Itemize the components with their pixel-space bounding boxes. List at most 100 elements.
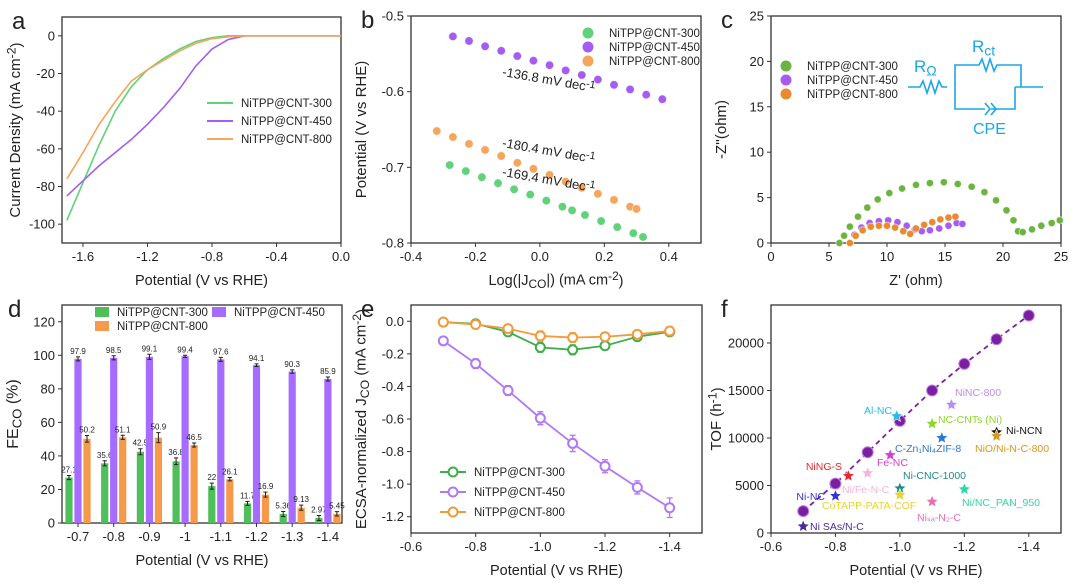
legend-marker <box>780 74 792 86</box>
x-axis-label: Potential (V vs RHE) <box>850 563 983 579</box>
data-label: 97.6 <box>213 347 229 356</box>
reference-label: NiNG-S <box>806 461 842 473</box>
x-tick-label: 10 <box>880 249 894 264</box>
data-point <box>631 328 643 340</box>
legend-label: NiTPP@CNT-300 <box>807 61 898 73</box>
data-point <box>577 183 587 193</box>
data-point <box>448 31 458 42</box>
plot-frame <box>410 15 702 244</box>
data-point <box>1002 206 1011 215</box>
data-label: 27.1 <box>61 466 77 475</box>
x-tick-label: -0.8 <box>464 539 486 554</box>
bar <box>333 513 341 523</box>
data-point <box>437 335 449 347</box>
data-point <box>534 341 546 353</box>
legend-label: NiTPP@CNT-300 <box>609 28 700 40</box>
error-bar <box>290 369 295 374</box>
data-point <box>845 238 854 247</box>
bar <box>288 371 296 523</box>
r-ct-label: Rct <box>972 37 995 58</box>
y-tick-label: 0 <box>48 28 55 43</box>
data-label: 99.4 <box>177 345 193 354</box>
data-point <box>861 446 874 459</box>
y-tick-label: -20 <box>36 66 55 81</box>
reference-label: Ni/NC_PAN_950 <box>962 497 1040 509</box>
x-tick-label: -0.8 <box>824 539 846 554</box>
data-point <box>437 316 449 328</box>
data-point <box>885 189 894 198</box>
data-point <box>593 74 603 85</box>
y-tick-label: -0.8 <box>382 444 404 459</box>
data-point <box>599 331 611 343</box>
panel-b: -0.4 -0.2 0.0 0.2 0.4 -0.5 -0.6 -0.7 -0.8 Log(|JC… <box>353 7 702 291</box>
x-tick-label: -0.4 <box>265 249 287 264</box>
data-point <box>1018 228 1027 237</box>
r-ohm-label: RΩ <box>914 57 937 78</box>
x-tick-label: 25 <box>1054 249 1068 264</box>
reference-star-icon <box>925 494 940 508</box>
series-line <box>66 35 341 221</box>
x-tick-label: -0.7 <box>67 529 89 544</box>
reference-label: NiNC-800 <box>955 387 1001 399</box>
data-point <box>525 189 535 200</box>
reference-star-icon <box>892 487 907 501</box>
data-point <box>544 60 555 70</box>
data-point <box>477 172 487 182</box>
data-label: 9.13 <box>293 495 309 504</box>
data-label: 5.45 <box>329 502 345 511</box>
legend-label: NiTPP@CNT-450 <box>609 42 700 54</box>
data-label: 50.9 <box>151 423 167 432</box>
data-point <box>445 160 455 170</box>
error-bar <box>120 434 125 440</box>
y-tick-label: 5000 <box>735 478 764 493</box>
legend-label: NiTPP@CNT-300 <box>117 307 208 319</box>
reference-star-icon <box>796 519 811 533</box>
bar <box>181 356 189 523</box>
data-point <box>534 330 546 342</box>
data-point <box>951 212 960 221</box>
legend-label: NiTPP@CNT-450 <box>241 116 332 128</box>
data-point <box>541 196 551 206</box>
y-tick-label: -0.7 <box>382 160 404 175</box>
data-point <box>925 179 934 188</box>
y-tick-label: -80 <box>36 179 55 194</box>
legend-swatch <box>95 307 109 317</box>
data-point <box>935 224 944 233</box>
x-axis-label: Log(|JCO|) (mA cm-2) <box>488 269 623 291</box>
data-point <box>464 36 474 46</box>
plot-frame <box>61 304 343 524</box>
data-point <box>512 158 522 168</box>
bar <box>65 477 73 523</box>
y-axis-label: Potential (V vs RHE) <box>353 61 370 199</box>
bar <box>226 479 234 523</box>
y-tick-label: 60 <box>41 415 55 430</box>
data-point <box>845 222 854 231</box>
error-bar <box>263 491 268 498</box>
data-point <box>1022 309 1035 322</box>
x-tick-label: -0.8 <box>201 249 223 264</box>
panel-letter: d <box>8 296 21 323</box>
x-tick-label: 15 <box>938 249 952 264</box>
error-bar <box>209 482 214 490</box>
error-bar <box>218 356 223 362</box>
equivalent-circuit-inset <box>908 56 1043 116</box>
x-tick-label: -0.6 <box>400 539 422 554</box>
y-tick-label: -0.2 <box>382 346 404 361</box>
reference-label: Ni-CNC-1000 <box>903 470 966 482</box>
reference-star-icon <box>944 397 959 411</box>
legend-label: NiTPP@CNT-800 <box>609 56 700 68</box>
y-tick-label: 15 <box>750 99 764 114</box>
circuit-wires <box>908 56 1043 110</box>
y-axis-label: Current Density (mA cm-2) <box>5 42 25 217</box>
data-point <box>990 333 1003 346</box>
data-point <box>866 222 875 231</box>
data-point <box>1009 216 1018 225</box>
data-point <box>561 65 571 76</box>
legend-label: NiTPP@CNT-450 <box>234 307 325 319</box>
capacitor-icon <box>984 102 998 116</box>
y-axis-label: -Z''(ohm) <box>713 100 730 159</box>
x-tick-label: -1.2 <box>136 249 158 264</box>
error-bar <box>254 363 259 368</box>
x-tick-label: -1.4 <box>1018 539 1040 554</box>
x-axis-label: Potential (V vs RHE) <box>490 563 623 579</box>
